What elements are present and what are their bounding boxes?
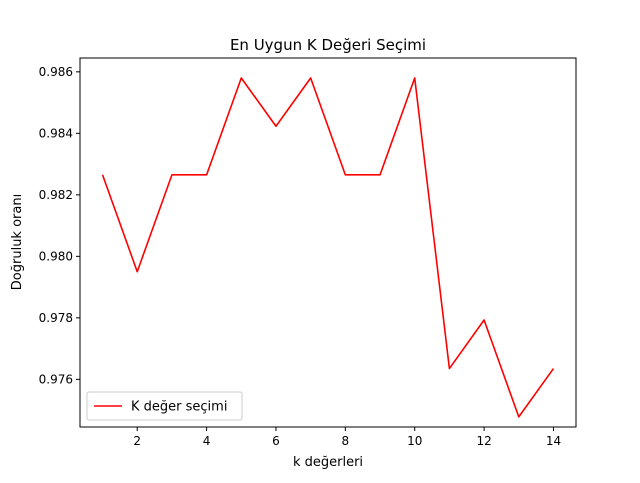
series-line-k-deger-secimi — [101, 77, 555, 418]
chart-title: En Uygun K Değeri Seçimi — [230, 36, 426, 54]
x-tick-label: 10 — [407, 434, 422, 448]
x-tick-label: 14 — [546, 434, 561, 448]
legend: K değer seçimi — [86, 391, 243, 421]
y-tick-label: 0.980 — [39, 249, 73, 263]
legend-box — [86, 391, 243, 421]
plot-frame — [79, 57, 577, 428]
y-tick-label: 0.976 — [39, 372, 73, 386]
x-axis-ticks: 2 4 6 8 10 12 14 — [133, 427, 561, 448]
y-tick-label: 0.982 — [39, 188, 73, 202]
legend-entry-label: K değer seçimi — [131, 400, 227, 415]
y-tick-label: 0.986 — [39, 65, 73, 79]
plot-background — [80, 58, 576, 427]
y-tick-label: 0.984 — [39, 126, 73, 140]
x-tick-label: 8 — [342, 434, 350, 448]
x-tick-label: 6 — [272, 434, 280, 448]
y-axis-label: Doğruluk oranı — [10, 194, 25, 290]
x-axis-label: k değerleri — [293, 455, 363, 470]
plot-area: 2 4 6 8 10 12 14 0.976 0.978 0.980 0.982 0.984 0.98… — [39, 57, 577, 448]
x-tick-label: 2 — [133, 434, 141, 448]
y-axis-ticks: 0.976 0.978 0.980 0.982 0.984 0.986 — [39, 65, 80, 386]
y-tick-label: 0.978 — [39, 311, 73, 325]
x-tick-label: 12 — [476, 434, 491, 448]
x-tick-label: 4 — [203, 434, 211, 448]
